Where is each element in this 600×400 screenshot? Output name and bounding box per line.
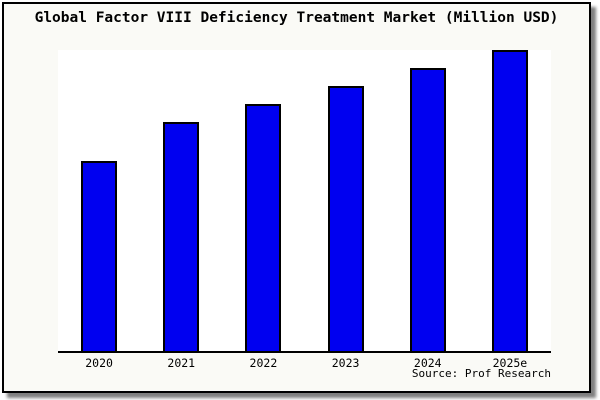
x-tick-label-2025e: 2025e <box>492 356 528 370</box>
plot-area <box>58 50 551 353</box>
chart-frame: Global Factor VIII Deficiency Treatment … <box>2 2 591 393</box>
x-tick-label-2022: 2022 <box>249 356 278 370</box>
x-tick-label-2023: 2023 <box>331 356 360 370</box>
x-tick-label-2020: 2020 <box>85 356 113 370</box>
source-credit: Source: Prof Research <box>411 367 551 380</box>
x-tick-label-2024: 2024 <box>413 356 442 370</box>
bar-2024 <box>409 68 446 351</box>
x-tick-label-2021: 2021 <box>167 356 196 370</box>
bar-2022 <box>245 104 282 351</box>
bar-2025e <box>491 50 528 351</box>
x-axis-labels: 2020 2021 2022 2023 2024 2025e <box>58 356 551 372</box>
bar-2020 <box>81 161 118 351</box>
bar-2021 <box>163 122 200 351</box>
chart-title: Global Factor VIII Deficiency Treatment … <box>34 10 559 26</box>
bar-2023 <box>327 86 364 351</box>
